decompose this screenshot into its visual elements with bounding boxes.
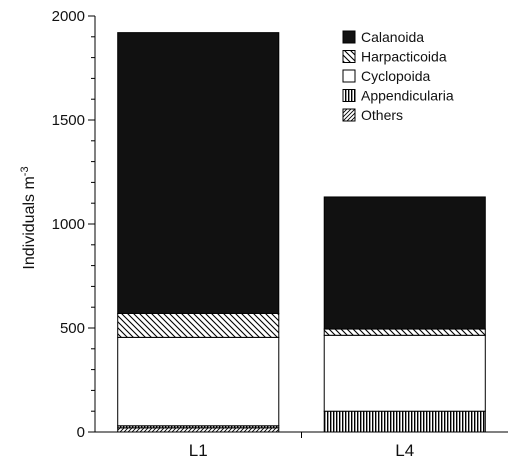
y-tick-label: 1500	[52, 112, 85, 129]
legend-label: Appendicularia	[361, 88, 454, 104]
bar-segment-appendicularia	[323, 410, 486, 433]
x-category-label: L1	[189, 441, 208, 460]
bar-segment-harpacticoida	[323, 328, 486, 336]
legend-swatch-harpacticoida	[342, 50, 356, 63]
x-category-label: L4	[395, 441, 414, 460]
y-tick-label: 0	[77, 424, 85, 441]
legend-swatch-appendicularia	[342, 89, 356, 102]
y-tick-label: 2000	[52, 8, 85, 25]
bar-segment-cyclopoida	[117, 336, 280, 427]
y-tick-label: 500	[60, 320, 85, 337]
bar-segment-calanoida	[323, 196, 486, 330]
bar-segment-harpacticoida	[117, 312, 280, 338]
legend-swatch-calanoida	[342, 30, 356, 44]
legend: Calanoida Harpacticoida Cyclopoida Appendic…	[342, 29, 454, 123]
legend-label: Calanoida	[361, 29, 424, 45]
bar-segment-cyclopoida	[323, 334, 486, 412]
y-axis-title: Individuals m-3	[19, 166, 38, 269]
y-tick-label: 1000	[52, 216, 85, 233]
bar-segment-others	[117, 427, 280, 433]
x-categories: L1 L4	[189, 432, 414, 460]
legend-swatch-others	[342, 108, 356, 122]
bar-segment-calanoida	[117, 32, 280, 314]
y-ticks: 0 500 1000 1500 2000	[52, 8, 95, 441]
legend-label: Cyclopoida	[361, 68, 430, 84]
legend-label: Harpacticoida	[361, 49, 447, 65]
legend-label: Others	[361, 107, 403, 123]
bars	[117, 32, 486, 433]
legend-swatch-cyclopoida	[342, 69, 356, 83]
